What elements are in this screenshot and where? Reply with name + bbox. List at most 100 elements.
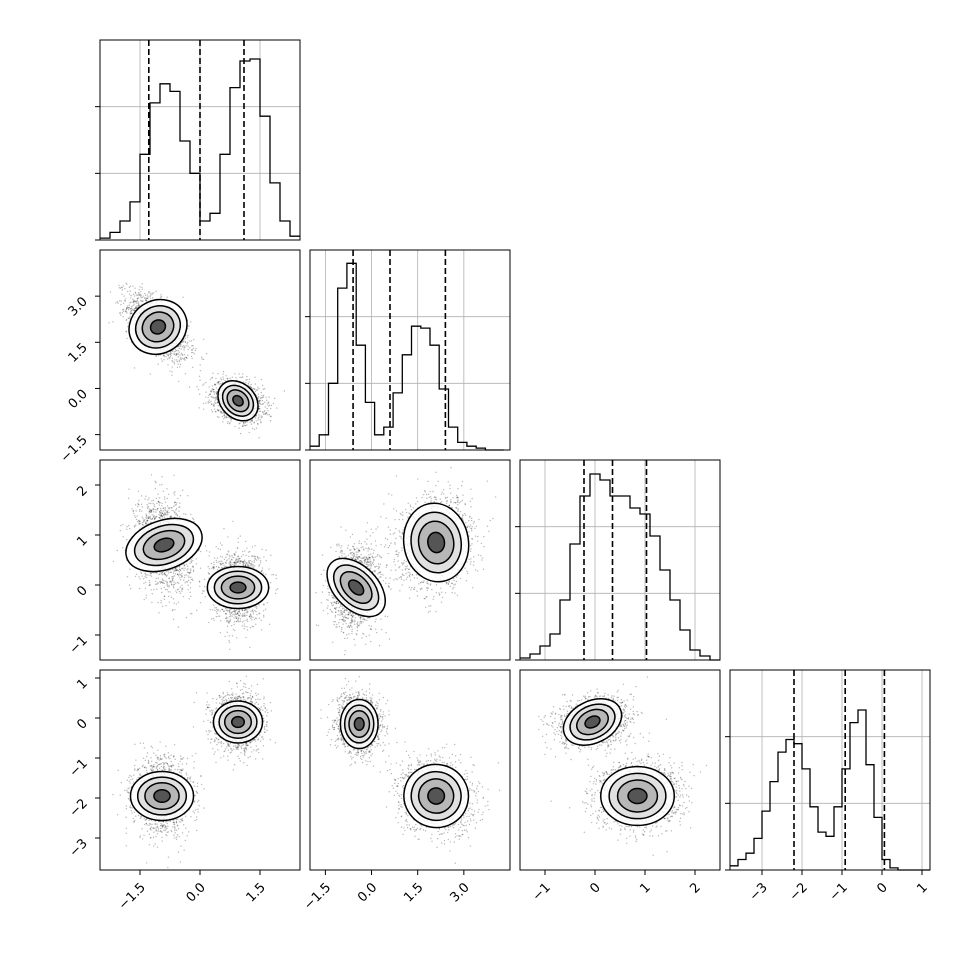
scatter-point bbox=[143, 598, 145, 601]
scatter-point bbox=[145, 576, 148, 579]
scatter-point bbox=[189, 572, 191, 574]
scatter-point bbox=[159, 497, 161, 499]
scatter-point bbox=[153, 588, 155, 591]
scatter-point bbox=[239, 422, 241, 424]
scatter-point bbox=[143, 520, 145, 522]
scatter-point bbox=[170, 584, 173, 586]
scatter-point bbox=[164, 509, 167, 512]
scatter-point bbox=[156, 583, 158, 586]
scatter-point bbox=[128, 307, 130, 309]
scatter-point bbox=[215, 411, 217, 413]
scatter-point bbox=[122, 316, 124, 318]
scatter-point bbox=[234, 560, 237, 562]
scatter-point bbox=[183, 349, 185, 351]
scatter-point bbox=[174, 501, 176, 504]
scatter-point bbox=[144, 299, 147, 301]
scatter-point bbox=[209, 551, 211, 553]
scatter-point bbox=[252, 388, 255, 390]
scatter-point bbox=[217, 381, 220, 383]
scatter-point bbox=[269, 420, 272, 422]
scatter-point bbox=[164, 508, 166, 510]
scatter-point bbox=[242, 373, 244, 375]
scatter-point bbox=[183, 339, 185, 341]
scatter-point bbox=[189, 582, 192, 584]
scatter-point bbox=[169, 581, 171, 583]
scatter-point bbox=[164, 572, 166, 574]
scatter-point bbox=[182, 341, 184, 343]
scatter-point bbox=[262, 394, 265, 397]
scatter-point bbox=[178, 565, 181, 568]
scatter-point bbox=[125, 330, 128, 333]
scatter-point bbox=[151, 601, 153, 604]
scatter-point bbox=[270, 404, 273, 407]
scatter-point bbox=[152, 508, 154, 510]
scatter-point bbox=[171, 350, 174, 352]
scatter-point bbox=[137, 503, 139, 506]
scatter-point bbox=[264, 410, 266, 412]
scatter-point bbox=[138, 294, 140, 296]
scatter-point bbox=[127, 524, 130, 527]
scatter-point bbox=[130, 301, 132, 303]
scatter-point bbox=[245, 381, 247, 384]
scatter-point bbox=[135, 306, 137, 309]
panel-frame bbox=[99, 249, 301, 451]
scatter-point bbox=[264, 406, 266, 408]
scatter-point bbox=[123, 295, 125, 297]
scatter-point bbox=[124, 299, 126, 302]
scatter-point bbox=[141, 300, 143, 302]
scatter-point bbox=[196, 386, 198, 388]
scatter-point bbox=[161, 517, 164, 519]
scatter-point bbox=[193, 520, 195, 523]
scatter-point bbox=[162, 510, 165, 512]
scatter-point bbox=[177, 626, 180, 628]
scatter-point bbox=[180, 348, 182, 350]
scatter-point bbox=[170, 582, 172, 584]
scatter-point bbox=[143, 582, 145, 584]
scatter-point bbox=[221, 415, 224, 418]
scatter-point bbox=[171, 357, 174, 359]
scatter-point bbox=[213, 397, 215, 399]
scatter-point bbox=[150, 518, 153, 520]
scatter-point bbox=[180, 358, 182, 360]
scatter-point bbox=[118, 284, 120, 287]
scatter-point bbox=[183, 563, 185, 565]
scatter-point bbox=[172, 572, 175, 574]
scatter-point bbox=[149, 511, 152, 513]
scatter-point bbox=[122, 310, 125, 313]
scatter-point bbox=[195, 609, 198, 612]
scatter-point bbox=[151, 510, 153, 512]
scatter-point bbox=[185, 513, 187, 515]
scatter-point bbox=[169, 370, 171, 372]
scatter-point bbox=[125, 307, 128, 309]
scatter-point bbox=[156, 588, 158, 590]
scatter-point bbox=[149, 518, 151, 520]
scatter-point bbox=[122, 523, 124, 526]
scatter-point bbox=[249, 386, 252, 388]
scatter-point bbox=[216, 402, 219, 404]
scatter-point bbox=[173, 583, 176, 586]
scatter-point bbox=[159, 514, 161, 517]
scatter-point bbox=[133, 309, 136, 311]
scatter-point bbox=[176, 569, 179, 572]
scatter-point bbox=[193, 338, 195, 341]
scatter-point bbox=[135, 307, 138, 309]
scatter-point bbox=[253, 388, 256, 390]
scatter-point bbox=[215, 393, 218, 395]
scatter-point bbox=[239, 560, 242, 562]
scatter-point bbox=[175, 513, 177, 516]
scatter-point bbox=[220, 379, 223, 381]
scatter-point bbox=[181, 572, 183, 574]
scatter-point bbox=[147, 574, 149, 576]
scatter-point bbox=[176, 514, 179, 516]
scatter-point bbox=[148, 290, 150, 293]
scatter-point bbox=[214, 399, 216, 401]
scatter-point bbox=[216, 401, 219, 403]
scatter-point bbox=[161, 510, 163, 512]
scatter-point bbox=[160, 516, 162, 518]
scatter-point bbox=[146, 519, 148, 521]
scatter-point bbox=[164, 574, 167, 576]
scatter-point bbox=[200, 356, 203, 358]
scatter-point bbox=[211, 388, 214, 390]
scatter-point bbox=[274, 397, 276, 400]
